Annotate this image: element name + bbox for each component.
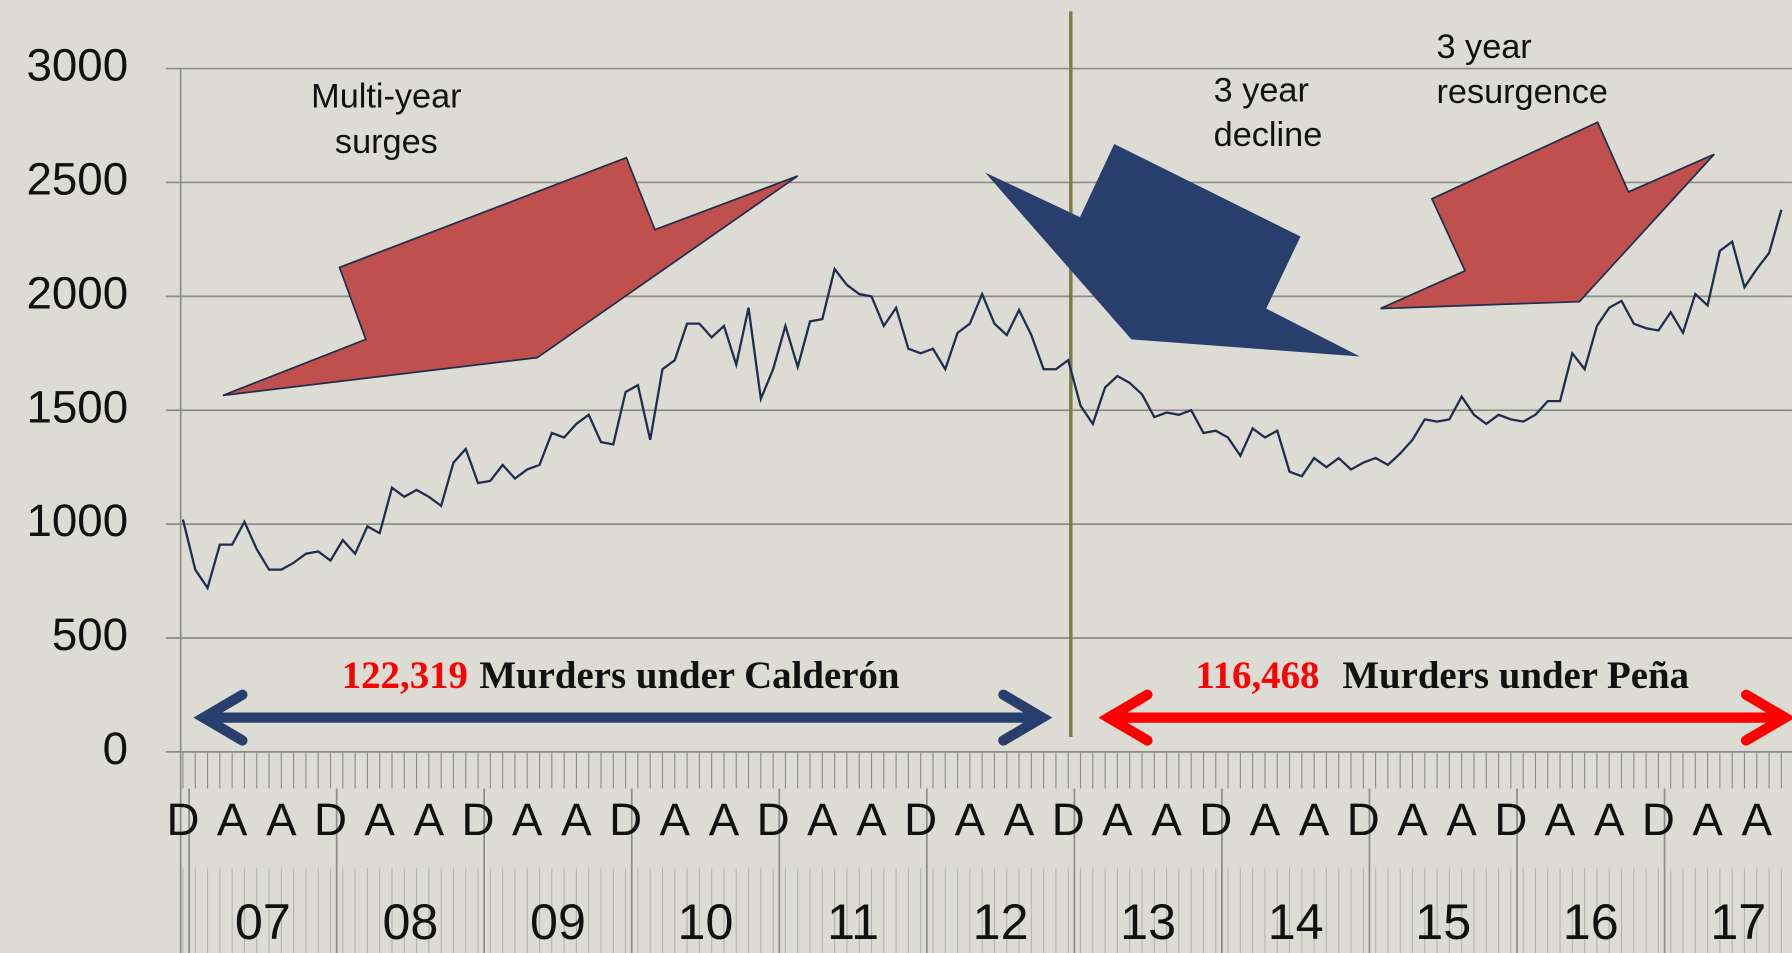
x-tick-label: D xyxy=(1347,794,1380,845)
x-tick-label: A xyxy=(1250,794,1281,845)
x-tick-label: D xyxy=(1052,794,1085,845)
x-tick-label: A xyxy=(266,794,297,845)
pena-arrow xyxy=(1098,689,1792,746)
year-label: 07 xyxy=(235,893,291,950)
x-tick-label: A xyxy=(856,794,887,845)
y-tick-label: 2500 xyxy=(26,154,128,205)
calderon-arrow xyxy=(193,689,1053,746)
x-tick-label: A xyxy=(1397,794,1428,845)
label: Murders under Peña xyxy=(1342,654,1689,697)
year-label: 14 xyxy=(1268,893,1324,950)
y-tick-label: 1000 xyxy=(26,495,128,546)
year-label: 11 xyxy=(827,893,879,950)
y-tick-label: 500 xyxy=(52,609,128,660)
pena-label: 116,468 Murders under Peña xyxy=(1195,654,1689,697)
x-tick-label: A xyxy=(217,794,248,845)
x-tick-label: A xyxy=(660,794,691,845)
x-tick-label: A xyxy=(1692,794,1723,845)
x-tick-label: A xyxy=(955,794,986,845)
x-tick-label: A xyxy=(807,794,838,845)
year-label: 12 xyxy=(973,893,1029,950)
y-tick-label: 0 xyxy=(103,723,128,774)
y-tick-label: 1500 xyxy=(26,381,128,432)
decline-arrow xyxy=(985,143,1360,357)
x-tick-label: A xyxy=(1299,794,1330,845)
x-tick-label: A xyxy=(1004,794,1035,845)
x-tick-label: D xyxy=(757,794,790,845)
y-tick-label: 3000 xyxy=(26,40,128,91)
x-tick-label: A xyxy=(561,794,592,845)
calderon-label: 122,319 Murders under Calderón xyxy=(342,654,900,697)
y-tick-label: 2000 xyxy=(26,267,128,318)
annotation: decline xyxy=(1214,116,1323,154)
surge-arrow xyxy=(222,156,799,397)
x-tick-label: A xyxy=(414,794,445,845)
year-label: 09 xyxy=(530,893,586,950)
annotation: Multi-year xyxy=(311,77,461,115)
x-tick-label: A xyxy=(709,794,740,845)
x-tick-label: A xyxy=(1446,794,1477,845)
annotation: 3 year xyxy=(1436,28,1531,66)
year-label: 13 xyxy=(1120,893,1176,950)
year-label: 15 xyxy=(1415,893,1471,950)
x-tick-label: D xyxy=(314,794,347,845)
x-tick-label: D xyxy=(166,794,199,845)
year-label: 16 xyxy=(1563,893,1619,950)
count: 122,319 xyxy=(342,654,468,697)
annotation: surges xyxy=(335,123,438,161)
x-tick-label: D xyxy=(462,794,495,845)
x-tick-label: D xyxy=(609,794,642,845)
label: Murders under Calderón xyxy=(479,654,899,697)
data-line xyxy=(181,209,1783,591)
x-tick-label: A xyxy=(1545,794,1576,845)
count: 116,468 xyxy=(1195,654,1319,697)
x-tick-label: D xyxy=(1642,794,1675,845)
x-tick-label: A xyxy=(1102,794,1133,845)
x-tick-label: A xyxy=(512,794,543,845)
annotation: 3 year xyxy=(1214,72,1309,110)
x-tick-label: A xyxy=(1742,794,1773,845)
x-tick-label: D xyxy=(904,794,937,845)
year-label: 10 xyxy=(678,893,734,950)
x-tick-label: D xyxy=(1199,794,1232,845)
annotation: resurgence xyxy=(1436,73,1607,111)
resurgence-arrow xyxy=(1380,121,1715,310)
x-tick-label: D xyxy=(1494,794,1527,845)
year-label: 08 xyxy=(382,893,438,950)
year-label: 17 xyxy=(1710,893,1766,950)
x-tick-label: A xyxy=(1594,794,1625,845)
x-tick-label: A xyxy=(364,794,395,845)
x-tick-label: A xyxy=(1151,794,1182,845)
